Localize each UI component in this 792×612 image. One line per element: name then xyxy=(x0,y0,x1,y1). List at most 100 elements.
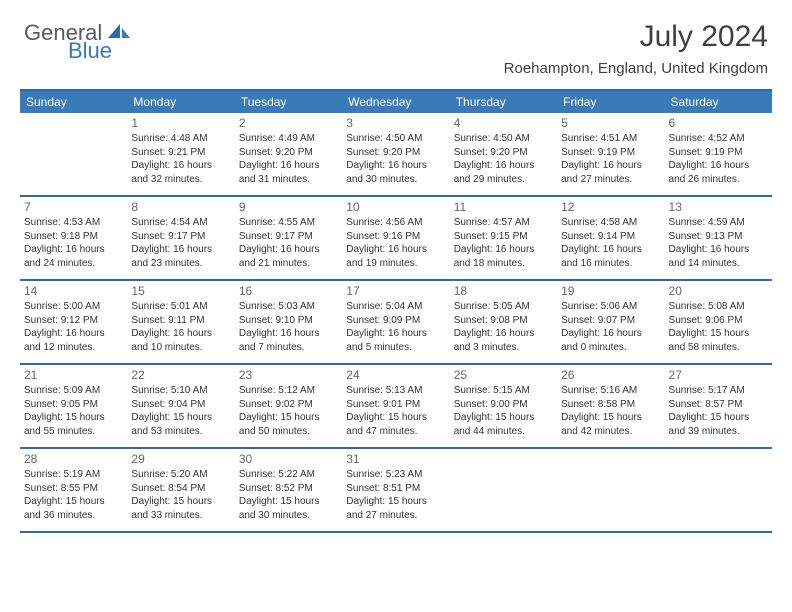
sunrise-text: Sunrise: 5:23 AM xyxy=(346,468,445,482)
day-cell: 20Sunrise: 5:08 AMSunset: 9:06 PMDayligh… xyxy=(665,281,772,363)
day-number: 26 xyxy=(561,367,660,383)
day-cell: 12Sunrise: 4:58 AMSunset: 9:14 PMDayligh… xyxy=(557,197,664,279)
daylight-text: and 27 minutes. xyxy=(561,173,660,187)
week-row: 14Sunrise: 5:00 AMSunset: 9:12 PMDayligh… xyxy=(20,281,772,365)
daylight-text: Daylight: 16 hours xyxy=(346,243,445,257)
day-cell xyxy=(557,449,664,531)
week-row: 1Sunrise: 4:48 AMSunset: 9:21 PMDaylight… xyxy=(20,113,772,197)
daylight-text: and 26 minutes. xyxy=(669,173,768,187)
location: Roehampton, England, United Kingdom xyxy=(504,60,768,77)
day-cell: 18Sunrise: 5:05 AMSunset: 9:08 PMDayligh… xyxy=(450,281,557,363)
sunrise-text: Sunrise: 5:09 AM xyxy=(24,384,123,398)
sunrise-text: Sunrise: 4:58 AM xyxy=(561,216,660,230)
sunrise-text: Sunrise: 4:55 AM xyxy=(239,216,338,230)
daylight-text: Daylight: 16 hours xyxy=(346,159,445,173)
day-number: 24 xyxy=(346,367,445,383)
daylight-text: and 31 minutes. xyxy=(239,173,338,187)
sunset-text: Sunset: 9:00 PM xyxy=(454,398,553,412)
day-number: 8 xyxy=(131,199,230,215)
sunrise-text: Sunrise: 5:19 AM xyxy=(24,468,123,482)
week-row: 21Sunrise: 5:09 AMSunset: 9:05 PMDayligh… xyxy=(20,365,772,449)
daylight-text: Daylight: 16 hours xyxy=(131,327,230,341)
daylight-text: and 19 minutes. xyxy=(346,257,445,271)
daylight-text: Daylight: 15 hours xyxy=(131,495,230,509)
daylight-text: and 29 minutes. xyxy=(454,173,553,187)
day-cell: 14Sunrise: 5:00 AMSunset: 9:12 PMDayligh… xyxy=(20,281,127,363)
day-cell: 27Sunrise: 5:17 AMSunset: 8:57 PMDayligh… xyxy=(665,365,772,447)
sunset-text: Sunset: 8:55 PM xyxy=(24,482,123,496)
sunset-text: Sunset: 9:12 PM xyxy=(24,314,123,328)
daylight-text: and 3 minutes. xyxy=(454,341,553,355)
daylight-text: and 44 minutes. xyxy=(454,425,553,439)
day-cell: 19Sunrise: 5:06 AMSunset: 9:07 PMDayligh… xyxy=(557,281,664,363)
day-cell: 28Sunrise: 5:19 AMSunset: 8:55 PMDayligh… xyxy=(20,449,127,531)
day-number: 16 xyxy=(239,283,338,299)
weekday-header: Monday xyxy=(127,91,234,113)
day-number: 25 xyxy=(454,367,553,383)
day-cell: 10Sunrise: 4:56 AMSunset: 9:16 PMDayligh… xyxy=(342,197,449,279)
month-title: July 2024 xyxy=(504,20,768,54)
sunrise-text: Sunrise: 4:57 AM xyxy=(454,216,553,230)
day-number: 19 xyxy=(561,283,660,299)
day-cell: 15Sunrise: 5:01 AMSunset: 9:11 PMDayligh… xyxy=(127,281,234,363)
weekday-header: Saturday xyxy=(665,91,772,113)
day-cell: 3Sunrise: 4:50 AMSunset: 9:20 PMDaylight… xyxy=(342,113,449,195)
sunset-text: Sunset: 9:11 PM xyxy=(131,314,230,328)
sunrise-text: Sunrise: 4:59 AM xyxy=(669,216,768,230)
daylight-text: Daylight: 15 hours xyxy=(454,411,553,425)
day-number: 2 xyxy=(239,115,338,131)
daylight-text: Daylight: 15 hours xyxy=(669,411,768,425)
day-number: 27 xyxy=(669,367,768,383)
day-number: 15 xyxy=(131,283,230,299)
day-cell: 29Sunrise: 5:20 AMSunset: 8:54 PMDayligh… xyxy=(127,449,234,531)
week-row: 7Sunrise: 4:53 AMSunset: 9:18 PMDaylight… xyxy=(20,197,772,281)
sunset-text: Sunset: 9:17 PM xyxy=(131,230,230,244)
daylight-text: and 0 minutes. xyxy=(561,341,660,355)
sunset-text: Sunset: 9:14 PM xyxy=(561,230,660,244)
weekday-header: Thursday xyxy=(450,91,557,113)
sunrise-text: Sunrise: 5:22 AM xyxy=(239,468,338,482)
daylight-text: Daylight: 15 hours xyxy=(346,495,445,509)
day-number: 4 xyxy=(454,115,553,131)
daylight-text: Daylight: 15 hours xyxy=(669,327,768,341)
sunset-text: Sunset: 9:06 PM xyxy=(669,314,768,328)
day-cell: 30Sunrise: 5:22 AMSunset: 8:52 PMDayligh… xyxy=(235,449,342,531)
sunset-text: Sunset: 9:20 PM xyxy=(454,146,553,160)
daylight-text: and 55 minutes. xyxy=(24,425,123,439)
logo: General Blue xyxy=(24,20,144,64)
daylight-text: and 39 minutes. xyxy=(669,425,768,439)
sunrise-text: Sunrise: 5:13 AM xyxy=(346,384,445,398)
sunset-text: Sunset: 9:19 PM xyxy=(561,146,660,160)
day-number: 21 xyxy=(24,367,123,383)
daylight-text: Daylight: 16 hours xyxy=(669,159,768,173)
day-cell: 17Sunrise: 5:04 AMSunset: 9:09 PMDayligh… xyxy=(342,281,449,363)
daylight-text: Daylight: 15 hours xyxy=(24,411,123,425)
sunset-text: Sunset: 9:17 PM xyxy=(239,230,338,244)
sunrise-text: Sunrise: 4:49 AM xyxy=(239,132,338,146)
daylight-text: Daylight: 16 hours xyxy=(24,327,123,341)
sunset-text: Sunset: 8:51 PM xyxy=(346,482,445,496)
daylight-text: and 23 minutes. xyxy=(131,257,230,271)
logo-text-blue: Blue xyxy=(68,38,112,64)
daylight-text: and 53 minutes. xyxy=(131,425,230,439)
daylight-text: Daylight: 16 hours xyxy=(131,159,230,173)
day-number: 22 xyxy=(131,367,230,383)
day-number: 18 xyxy=(454,283,553,299)
daylight-text: Daylight: 16 hours xyxy=(346,327,445,341)
day-number: 20 xyxy=(669,283,768,299)
weekday-header: Wednesday xyxy=(342,91,449,113)
sunset-text: Sunset: 9:18 PM xyxy=(24,230,123,244)
daylight-text: and 58 minutes. xyxy=(669,341,768,355)
day-number: 7 xyxy=(24,199,123,215)
daylight-text: and 10 minutes. xyxy=(131,341,230,355)
day-cell: 22Sunrise: 5:10 AMSunset: 9:04 PMDayligh… xyxy=(127,365,234,447)
sunrise-text: Sunrise: 4:48 AM xyxy=(131,132,230,146)
day-cell: 9Sunrise: 4:55 AMSunset: 9:17 PMDaylight… xyxy=(235,197,342,279)
sunset-text: Sunset: 9:05 PM xyxy=(24,398,123,412)
sunrise-text: Sunrise: 4:51 AM xyxy=(561,132,660,146)
weekday-header: Sunday xyxy=(20,91,127,113)
sunrise-text: Sunrise: 4:54 AM xyxy=(131,216,230,230)
sunset-text: Sunset: 8:57 PM xyxy=(669,398,768,412)
daylight-text: and 14 minutes. xyxy=(669,257,768,271)
daylight-text: Daylight: 16 hours xyxy=(561,243,660,257)
